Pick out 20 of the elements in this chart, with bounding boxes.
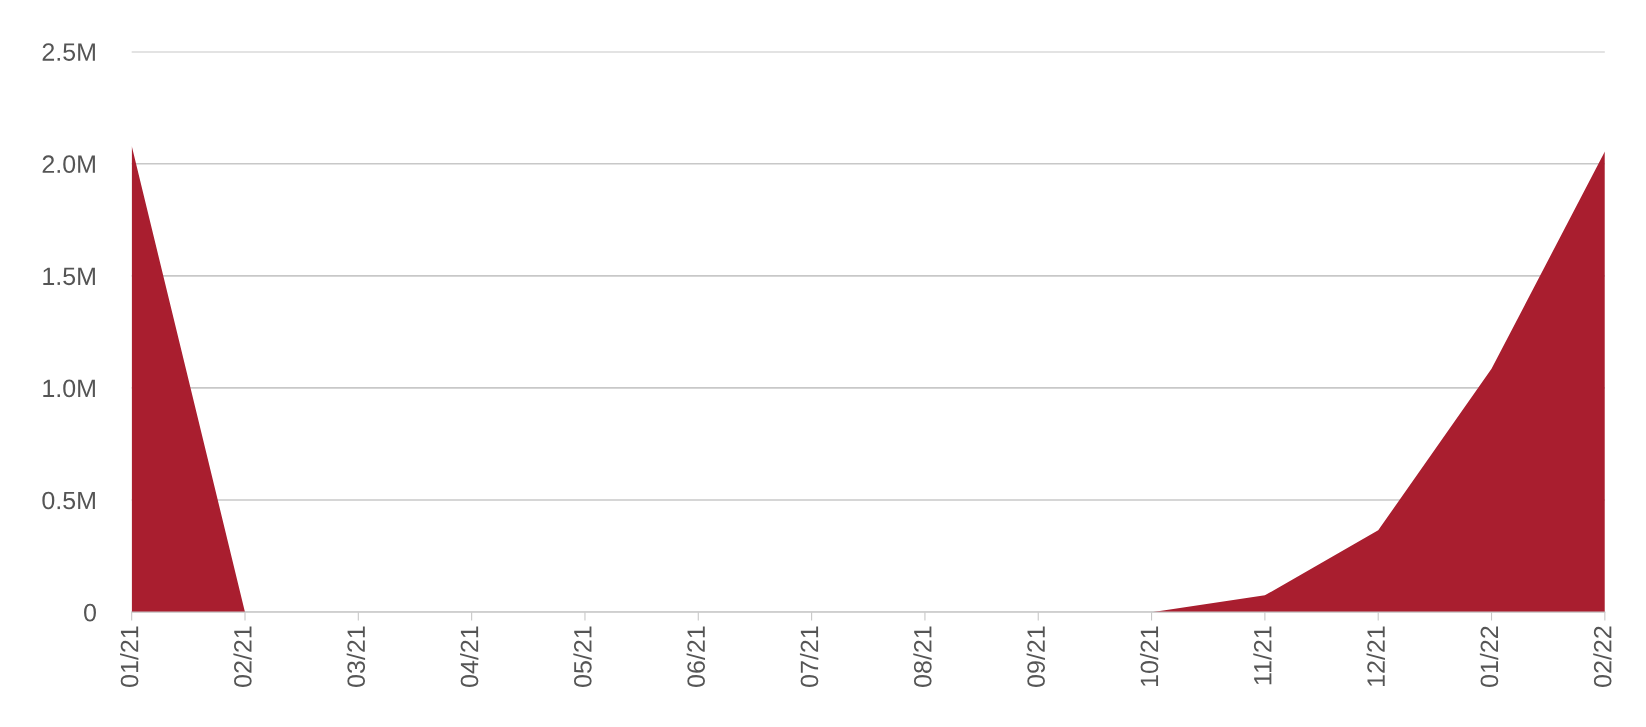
y-tick-label: 1.5M bbox=[43, 267, 95, 286]
x-tick-label: 12/21 bbox=[1366, 626, 1385, 686]
y-tick-label: 2.0M bbox=[42, 155, 95, 174]
x-tick-label: 06/21 bbox=[686, 626, 705, 687]
y-tick-label: 1.0M bbox=[43, 379, 95, 398]
y-tick-label: 0 bbox=[84, 603, 96, 622]
x-tick-label: 04/21 bbox=[459, 626, 479, 687]
y-tick-label: 2.5M bbox=[42, 43, 95, 61]
x-tick-label: 01/22 bbox=[1479, 626, 1499, 687]
x-tick-label: 05/21 bbox=[573, 626, 592, 687]
x-tick-label: 10/21 bbox=[1139, 626, 1159, 686]
x-tick-label: 08/21 bbox=[913, 626, 932, 687]
x-tick-label: 11/21 bbox=[1253, 626, 1272, 685]
x-tick-label: 02/22 bbox=[1593, 626, 1612, 687]
x-tick-label: 03/21 bbox=[346, 626, 366, 687]
x-tick-label: 09/21 bbox=[1026, 626, 1045, 687]
y-tick-label: 0.5M bbox=[42, 491, 95, 510]
x-tick-label: 07/21 bbox=[799, 626, 819, 687]
x-tick-label: 01/21 bbox=[120, 626, 139, 687]
x-tick-label: 02/21 bbox=[233, 626, 252, 687]
